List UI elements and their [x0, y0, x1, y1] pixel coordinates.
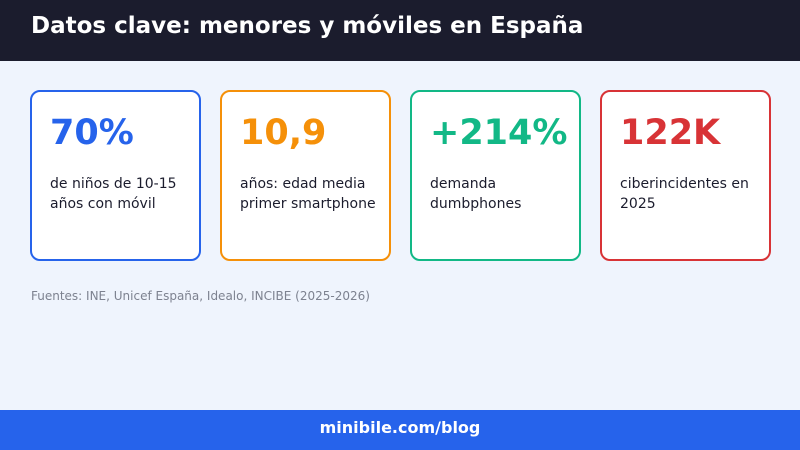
stat-label: años: edad media primer smartphone: [240, 176, 376, 212]
stat-value: +214%: [430, 113, 568, 153]
sources-note: Fuentes: INE, Unicef España, Idealo, INC…: [31, 289, 370, 303]
blog-link[interactable]: minibile.com/blog: [319, 418, 481, 437]
stat-label: ciberincidentes en 2025: [620, 176, 749, 212]
stat-value: 122K: [620, 113, 721, 153]
stat-card-first-smartphone-age: 10,9 años: edad media primer smartphone: [220, 90, 391, 261]
stat-card-cyber-incidents: 122K ciberincidentes en 2025: [600, 90, 771, 261]
stat-label: de niños de 10-15 años con móvil: [50, 176, 177, 212]
stat-card-dumbphone-demand: +214% demanda dumbphones: [410, 90, 581, 261]
stats-cards: 70% de niños de 10-15 años con móvil 10,…: [30, 90, 772, 261]
footer-bar: minibile.com/blog: [0, 410, 800, 450]
stat-value: 10,9: [240, 113, 327, 153]
stat-value: 70%: [50, 113, 134, 153]
stat-card-phone-ownership: 70% de niños de 10-15 años con móvil: [30, 90, 201, 261]
header-bar: Datos clave: menores y móviles en España: [0, 0, 800, 61]
stat-label: demanda dumbphones: [430, 176, 522, 212]
page-title: Datos clave: menores y móviles en España: [31, 13, 584, 39]
